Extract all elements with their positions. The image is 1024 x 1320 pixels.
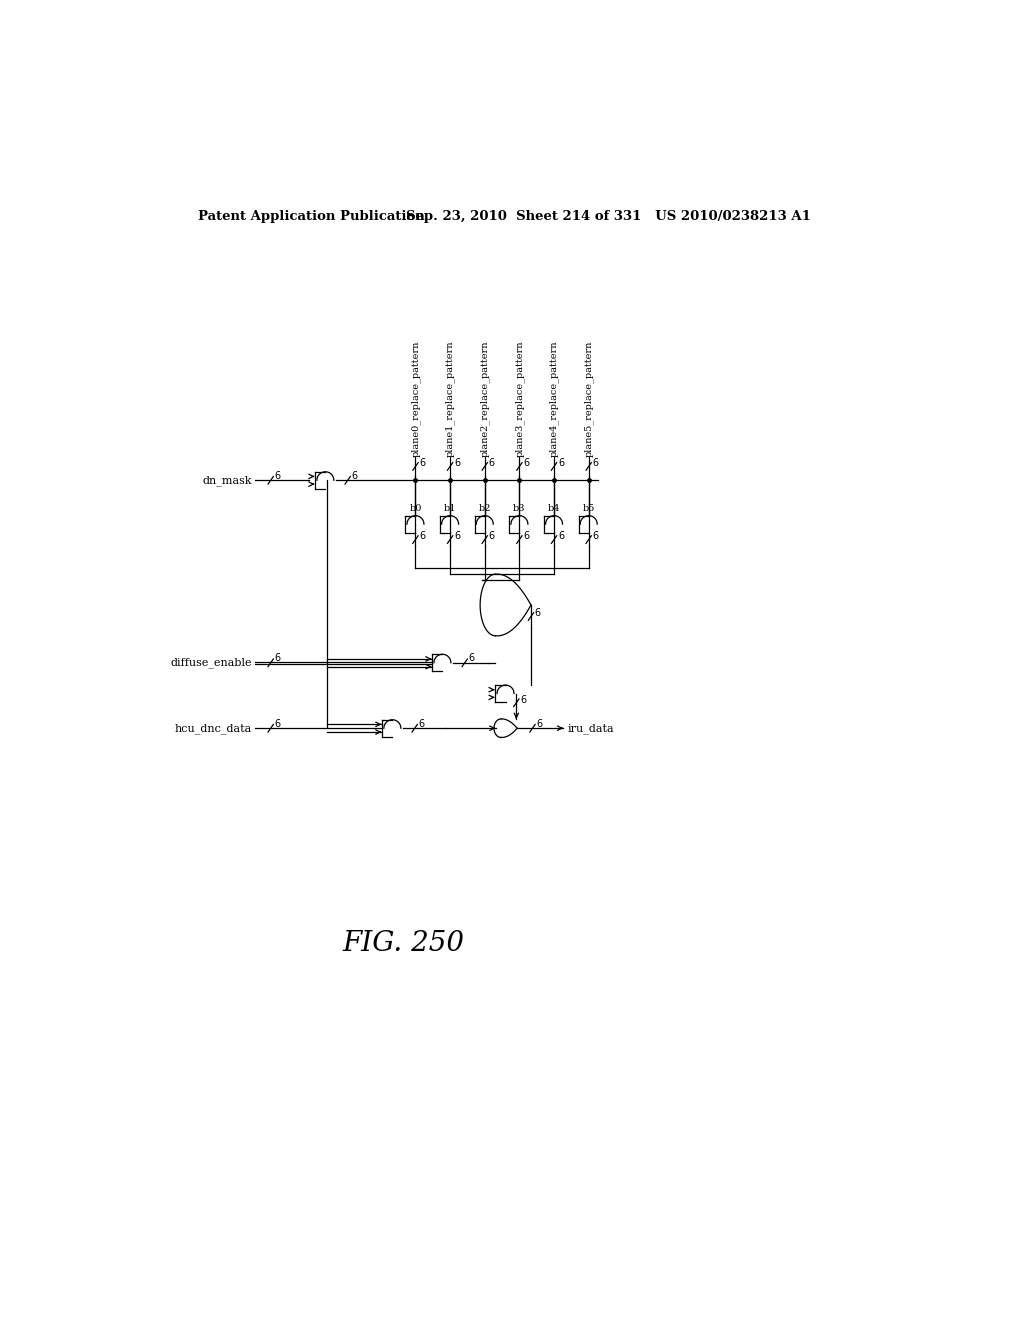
- Text: hcu_dnc_data: hcu_dnc_data: [175, 723, 252, 734]
- Text: 6: 6: [351, 471, 357, 480]
- Text: plane5_replace_pattern: plane5_replace_pattern: [584, 341, 594, 457]
- Text: plane2_replace_pattern: plane2_replace_pattern: [480, 341, 489, 457]
- Text: 6: 6: [454, 532, 460, 541]
- Text: 6: 6: [274, 718, 281, 729]
- Text: 6: 6: [593, 532, 599, 541]
- Text: diffuse_enable: diffuse_enable: [171, 657, 252, 668]
- Text: b0: b0: [410, 504, 422, 513]
- Text: 6: 6: [558, 458, 564, 469]
- Text: b2: b2: [478, 504, 492, 513]
- Text: 6: 6: [419, 532, 425, 541]
- Text: plane3_replace_pattern: plane3_replace_pattern: [515, 341, 524, 457]
- Text: 6: 6: [419, 458, 425, 469]
- Text: plane1_replace_pattern: plane1_replace_pattern: [445, 341, 455, 457]
- Text: b3: b3: [513, 504, 525, 513]
- Text: 6: 6: [535, 607, 541, 618]
- Text: iru_data: iru_data: [567, 723, 613, 734]
- Text: 6: 6: [523, 532, 529, 541]
- Text: 6: 6: [537, 718, 543, 729]
- Text: dn_mask: dn_mask: [203, 475, 252, 486]
- Text: 6: 6: [274, 471, 281, 480]
- Text: Patent Application Publication: Patent Application Publication: [199, 210, 425, 223]
- Text: 6: 6: [274, 653, 281, 663]
- Text: 6: 6: [523, 458, 529, 469]
- Text: b5: b5: [583, 504, 595, 513]
- Text: 6: 6: [454, 458, 460, 469]
- Text: b4: b4: [548, 504, 560, 513]
- Text: plane0_replace_pattern: plane0_replace_pattern: [411, 341, 420, 457]
- Text: b1: b1: [443, 504, 457, 513]
- Text: plane4_replace_pattern: plane4_replace_pattern: [549, 341, 559, 457]
- Text: 6: 6: [469, 653, 475, 663]
- Text: 6: 6: [419, 718, 425, 729]
- Text: FIG. 250: FIG. 250: [343, 931, 465, 957]
- Text: 6: 6: [593, 458, 599, 469]
- Text: 6: 6: [488, 532, 495, 541]
- Text: Sep. 23, 2010  Sheet 214 of 331   US 2010/0238213 A1: Sep. 23, 2010 Sheet 214 of 331 US 2010/0…: [407, 210, 811, 223]
- Text: 6: 6: [488, 458, 495, 469]
- Text: 6: 6: [520, 694, 526, 705]
- Text: 6: 6: [558, 532, 564, 541]
